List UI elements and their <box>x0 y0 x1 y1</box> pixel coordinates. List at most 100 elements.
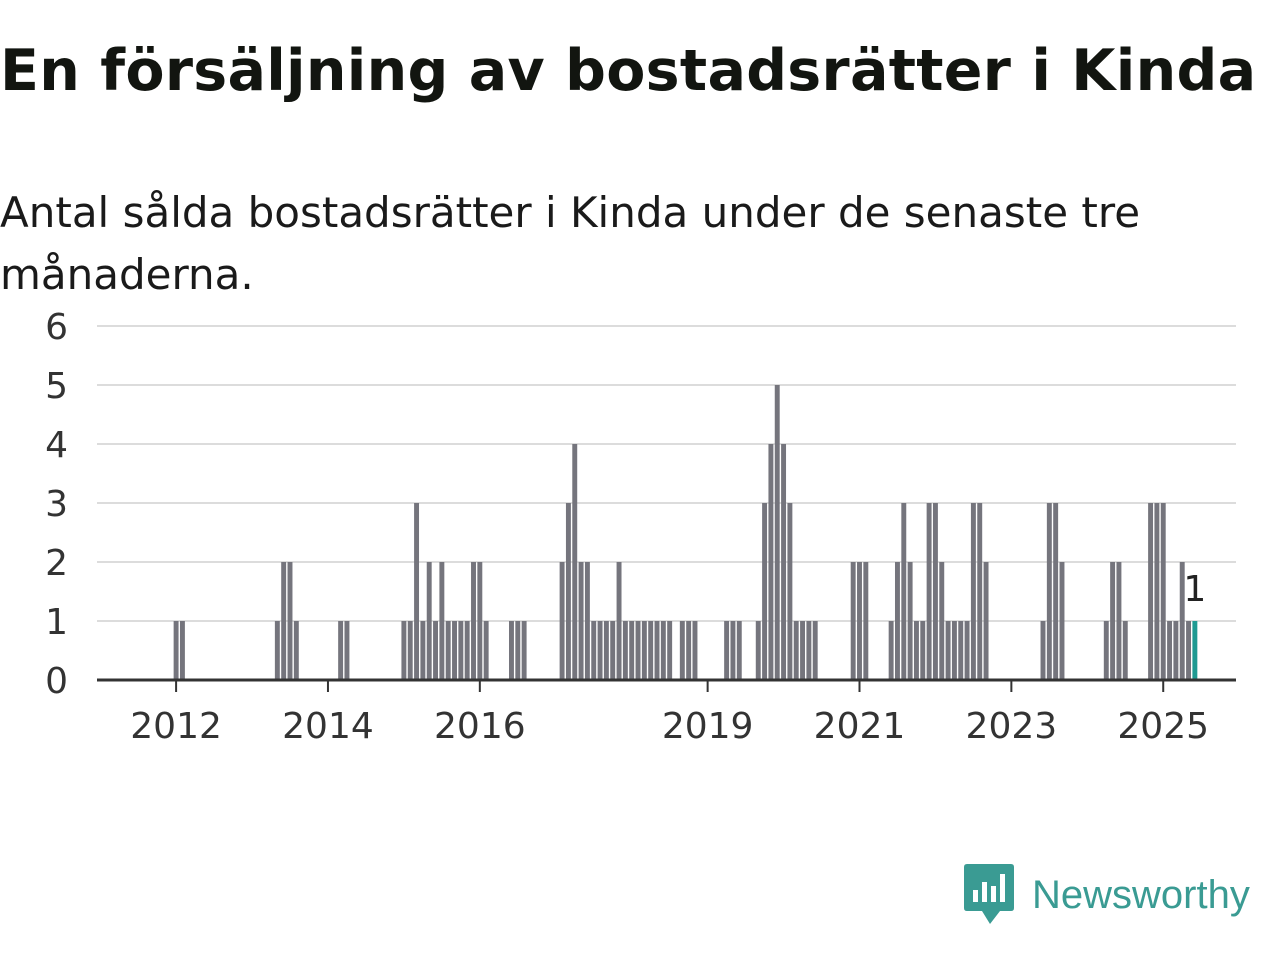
bar <box>641 621 647 680</box>
bar <box>521 621 527 680</box>
bar <box>1040 621 1046 680</box>
bar <box>812 621 818 680</box>
brand-name: Newsworthy <box>1032 872 1250 917</box>
y-tick-label: 5 <box>45 366 68 407</box>
bar <box>793 621 799 680</box>
bar <box>338 621 344 680</box>
bar <box>774 385 780 680</box>
y-tick-label: 3 <box>45 484 68 525</box>
bar <box>559 562 565 680</box>
bar <box>857 562 862 680</box>
bar <box>584 562 590 680</box>
bar <box>293 621 299 680</box>
brand-logo: Newsworthy <box>964 864 1250 926</box>
bar <box>667 621 673 680</box>
bar <box>781 444 787 680</box>
bar <box>572 444 578 680</box>
bar <box>458 621 464 680</box>
bar <box>1046 503 1052 680</box>
bar <box>173 621 179 680</box>
bar <box>622 621 628 680</box>
chart-title: En försäljning av bostadsrätter i Kinda <box>0 38 1257 104</box>
bar <box>483 621 489 680</box>
bar <box>648 621 654 680</box>
bar <box>983 562 989 680</box>
bar <box>344 621 350 680</box>
bar <box>471 562 476 680</box>
bar <box>1154 503 1160 680</box>
bar <box>578 562 584 680</box>
y-tick-label: 0 <box>45 661 68 702</box>
bar <box>964 621 970 680</box>
bar <box>920 621 926 680</box>
bar <box>433 621 439 680</box>
bar <box>445 621 451 680</box>
bar <box>635 621 641 680</box>
bar <box>762 503 768 680</box>
bar <box>616 562 622 680</box>
bar <box>806 621 812 680</box>
bar <box>951 621 957 680</box>
bar <box>686 621 692 680</box>
bar <box>1179 562 1185 680</box>
bar <box>401 621 407 680</box>
bar <box>597 621 603 680</box>
bar <box>945 621 951 680</box>
y-tick-label: 6 <box>45 307 68 348</box>
bar <box>515 621 521 680</box>
newsworthy-logo-icon <box>964 864 1014 924</box>
bar <box>274 621 280 680</box>
bar <box>179 621 185 680</box>
bar <box>464 621 470 680</box>
x-tick-label: 2025 <box>1117 706 1209 747</box>
bar <box>281 562 287 680</box>
bar <box>926 503 932 680</box>
bar <box>1173 621 1179 680</box>
bar <box>1116 562 1122 680</box>
bar <box>913 621 919 680</box>
bar <box>1110 562 1116 680</box>
bar <box>939 562 945 680</box>
bar <box>287 562 293 680</box>
bar <box>414 503 420 680</box>
bar <box>426 562 432 680</box>
bar <box>591 621 597 680</box>
bar <box>800 621 806 680</box>
bar <box>439 562 445 680</box>
bar <box>603 621 609 680</box>
x-tick-label: 2021 <box>814 706 906 747</box>
bar <box>768 444 774 680</box>
bar <box>1160 503 1166 680</box>
bar <box>888 621 894 680</box>
y-tick-label: 2 <box>45 543 68 584</box>
bar <box>692 621 698 680</box>
bar <box>932 503 938 680</box>
highlight-data-label: 1 <box>1183 569 1206 610</box>
bar-chart: 0 1 2 3 4 5 6 2012 2014 2016 2019 2021 2023 2025 1 <box>45 307 1236 747</box>
bar <box>863 562 869 680</box>
bar <box>420 621 426 680</box>
bar <box>977 503 983 680</box>
bar <box>901 503 907 680</box>
bar <box>1122 621 1128 680</box>
y-tick-label: 4 <box>45 425 68 466</box>
bar <box>477 562 483 680</box>
bar <box>894 562 900 680</box>
bar <box>1059 562 1065 680</box>
x-tick-label: 2023 <box>966 706 1058 747</box>
bar <box>1103 621 1109 680</box>
bar <box>1186 621 1192 680</box>
bar <box>724 621 730 680</box>
bar <box>610 621 616 680</box>
bar <box>1148 503 1154 680</box>
bar <box>452 621 457 680</box>
bar <box>654 621 660 680</box>
bar <box>970 503 976 680</box>
bar <box>787 503 793 680</box>
bar <box>1053 503 1059 680</box>
bar <box>907 562 913 680</box>
bar <box>407 621 413 680</box>
x-tick-label: 2016 <box>434 706 526 747</box>
x-tick-label: 2019 <box>662 706 754 747</box>
bar <box>730 621 736 680</box>
